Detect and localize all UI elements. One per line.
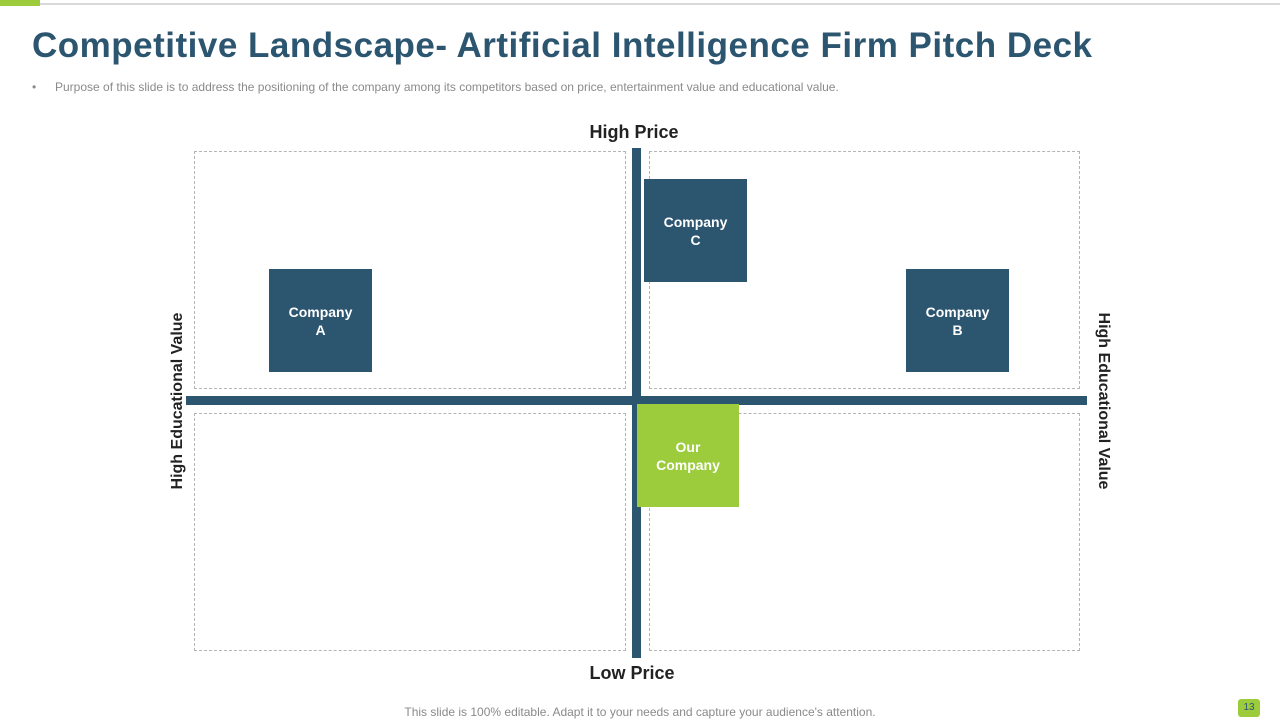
- subtitle: Purpose of this slide is to address the …: [55, 80, 839, 94]
- page-number: 13: [1238, 699, 1260, 717]
- horizontal-axis: [186, 396, 1087, 405]
- axis-label-bottom: Low Price: [589, 663, 675, 683]
- our-company-box: Our Company: [637, 404, 739, 507]
- title: Competitive Landscape- Artificial Intell…: [32, 26, 1093, 65]
- quadrant: [649, 413, 1080, 651]
- axis-label-top: High Price: [589, 122, 679, 142]
- company-label: Company C: [663, 213, 728, 248]
- axis-label-right: High Educational Value: [1095, 312, 1112, 490]
- company-label: Company B: [925, 303, 990, 338]
- company-box: Company B: [906, 269, 1009, 372]
- company-box: Company A: [269, 269, 372, 372]
- company-label: Company A: [288, 303, 353, 338]
- top-rule: [0, 3, 1280, 5]
- top-accent: [0, 0, 40, 6]
- company-box: Company C: [644, 179, 747, 282]
- bullet: •: [32, 80, 37, 94]
- axis-label-left: High Educational Value: [169, 312, 186, 490]
- quadrant: [194, 151, 626, 389]
- quadrant: [194, 413, 626, 651]
- footer: This slide is 100% editable. Adapt it to…: [404, 705, 876, 719]
- company-label: Our Company: [656, 438, 720, 473]
